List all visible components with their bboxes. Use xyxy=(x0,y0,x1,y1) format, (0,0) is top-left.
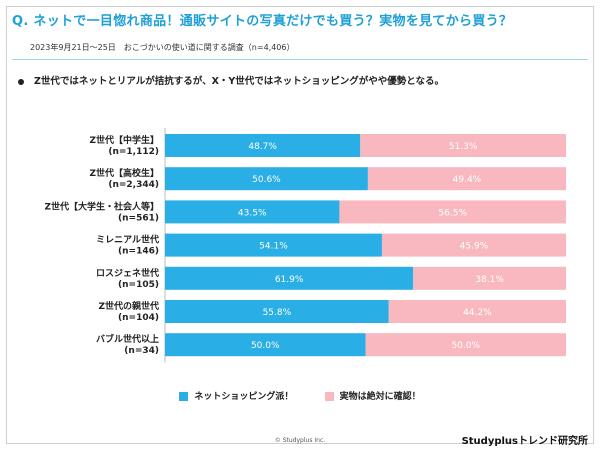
summary-bullet: Z世代ではネットとリアルが拮抗するが、X・Y世代ではネットショッピングがやや優勢… xyxy=(18,73,444,87)
page-title: Q. ネットで一目惚れ商品！通販サイトの写真だけでも買う？実物を見てから買う？ xyxy=(12,14,513,29)
category-sample-size: (n=104) xyxy=(118,313,159,323)
category-label: Z世代の親世代 xyxy=(98,300,159,312)
bar-value-label: 50.0% xyxy=(451,341,480,351)
bar-segment-online xyxy=(165,266,414,290)
survey-subtitle: 2023年9月21日〜25日 おこづかいの使い道に関する調査（n=4,406） xyxy=(30,43,295,52)
bar-segment-in-person xyxy=(367,167,566,191)
legend-item-online: ネットショッピング派！ xyxy=(179,389,293,402)
category-sample-size: (n=105) xyxy=(118,280,159,290)
bar-segment-online xyxy=(165,167,368,191)
category-label: バブル世代以上 xyxy=(96,333,159,345)
bar-value-label: 54.1% xyxy=(259,242,288,252)
bullet-dot-icon xyxy=(18,78,24,85)
category-sample-size: (n=561) xyxy=(118,213,159,223)
bar-value-label: 44.2% xyxy=(463,308,492,318)
brand-logo-text: Studyplusトレンド研究所 xyxy=(461,436,588,447)
category-label: ロスジェネ世代 xyxy=(96,267,159,279)
chart-legend: ネットショッピング派！ 実物は絶対に確認！ xyxy=(0,389,600,402)
title-divider xyxy=(12,59,588,60)
bar-segment-in-person xyxy=(360,134,566,157)
bar-segment-online xyxy=(165,233,382,257)
legend-swatch-online xyxy=(179,392,189,401)
bar-value-label: 49.4% xyxy=(453,175,482,185)
legend-label-in-person: 実物は絶対に確認！ xyxy=(339,392,421,402)
bar-segment-online xyxy=(165,200,340,224)
category-label: Z世代【高校生】 xyxy=(89,167,159,179)
bar-segment-in-person xyxy=(381,233,566,257)
bar-value-label: 45.9% xyxy=(460,242,489,252)
legend-item-in-person: 実物は絶対に確認！ xyxy=(324,389,421,402)
bar-value-label: 55.8% xyxy=(263,308,292,318)
bar-segment-in-person xyxy=(365,333,566,357)
legend-swatch-in-person xyxy=(324,392,334,401)
bar-value-label: 50.0% xyxy=(251,341,280,351)
category-sample-size: (n=2,344) xyxy=(108,180,159,190)
category-sample-size: (n=146) xyxy=(118,247,159,257)
category-sample-size: (n=1,112) xyxy=(108,147,159,157)
bar-value-label: 38.1% xyxy=(475,275,504,285)
category-label: Z世代【中学生】 xyxy=(89,134,159,146)
bar-segment-online xyxy=(165,333,366,357)
bar-value-label: 48.7% xyxy=(248,142,277,152)
bar-segment-online xyxy=(165,300,389,323)
slide-frame xyxy=(6,6,594,444)
copyright-text: © Studyplus Inc. xyxy=(274,437,326,444)
bar-value-label: 56.5% xyxy=(438,208,467,218)
category-label: Z世代【大学生・社会人等】 xyxy=(44,200,159,212)
legend-label-online: ネットショッピング派！ xyxy=(194,392,294,402)
bar-segment-in-person xyxy=(413,266,566,290)
bar-segment-in-person xyxy=(388,300,566,323)
bar-segment-in-person xyxy=(339,200,566,224)
bar-value-label: 51.3% xyxy=(449,142,478,152)
bar-value-label: 61.9% xyxy=(275,275,304,285)
category-label: ミレニアル世代 xyxy=(96,234,159,246)
bar-value-label: 50.6% xyxy=(252,175,281,185)
bar-segment-online xyxy=(165,134,361,157)
category-sample-size: (n=34) xyxy=(124,346,159,356)
bar-value-label: 43.5% xyxy=(238,208,267,218)
summary-text: Z世代ではネットとリアルが拮抗するが、X・Y世代ではネットショッピングがやや優勢… xyxy=(34,76,445,87)
